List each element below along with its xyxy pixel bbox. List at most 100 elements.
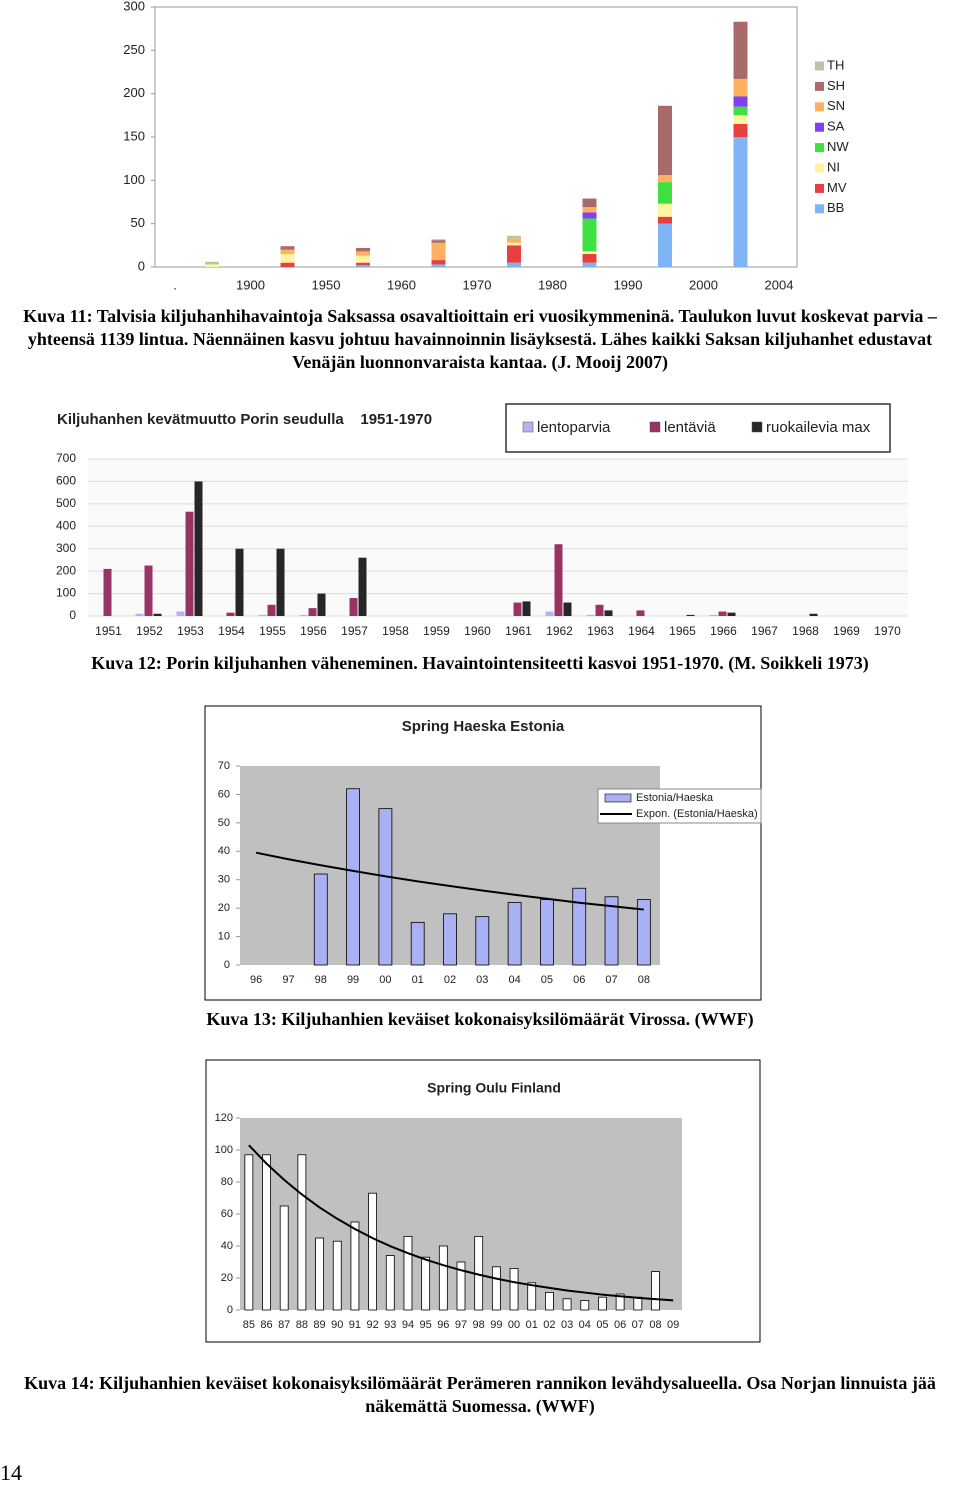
- x-tick-label: 1966: [710, 624, 737, 638]
- x-tick-label: 07: [605, 974, 617, 986]
- x-tick-label: 00: [379, 974, 391, 986]
- legend-swatch: [815, 143, 824, 153]
- bar: [410, 921, 425, 966]
- plot-area: [88, 459, 908, 616]
- y-tick-label: 250: [123, 42, 145, 57]
- bar-segment: [507, 235, 521, 239]
- bar: [332, 1240, 342, 1311]
- bar-segment: [658, 182, 672, 204]
- legend-swatch: [815, 122, 824, 132]
- y-tick-label: 70: [218, 760, 230, 772]
- caption: Kuva 13: Kiljuhanhien keväiset kokonaisy…: [206, 1009, 754, 1029]
- bar-segment: [280, 249, 295, 254]
- x-tick-label: 07: [632, 1319, 644, 1331]
- bar: [349, 598, 358, 616]
- bar-segment: [431, 264, 446, 267]
- bar-segment: [356, 255, 370, 263]
- bar: [686, 614, 695, 616]
- y-tick-label: 100: [56, 586, 76, 600]
- legend-swatch: [522, 421, 534, 433]
- legend-label: Estonia/Haeska: [636, 792, 714, 804]
- bar-segment: [733, 115, 748, 124]
- bar: [262, 1154, 271, 1311]
- x-tick-label: 1952: [136, 624, 163, 638]
- y-tick-label: 100: [215, 1144, 233, 1156]
- bar-segment: [658, 223, 672, 267]
- bar: [299, 614, 308, 616]
- x-tick-label: 05: [596, 1319, 608, 1331]
- bar: [709, 614, 718, 616]
- x-tick-label: 94: [402, 1319, 414, 1331]
- x-tick-label: 00: [508, 1319, 520, 1331]
- bar: [513, 602, 522, 616]
- x-tick-label: 06: [614, 1319, 626, 1331]
- bar: [443, 913, 457, 966]
- legend-label: lentoparvia: [537, 419, 611, 436]
- chart-title: Spring Haeska Estonia: [402, 718, 565, 735]
- legend-swatch: [649, 421, 661, 433]
- bar: [403, 1236, 413, 1311]
- bar: [153, 613, 162, 616]
- legend-label: Expon. (Estonia/Haeska): [636, 808, 758, 820]
- x-tick-label: 1962: [546, 624, 573, 638]
- y-tick-label: 50: [218, 817, 230, 829]
- bar: [438, 1245, 448, 1311]
- x-tick-label: 02: [543, 1319, 555, 1331]
- bar-segment: [280, 246, 295, 250]
- bar: [368, 1192, 378, 1311]
- y-tick-label: 600: [56, 474, 76, 488]
- bar: [313, 873, 328, 966]
- x-tick-label: 03: [561, 1319, 573, 1331]
- x-tick-label: 08: [638, 974, 650, 986]
- bar: [595, 604, 604, 616]
- x-tick-label: 1953: [177, 624, 204, 638]
- x-tick-label: 92: [366, 1319, 378, 1331]
- x-tick-label: 1970: [463, 277, 492, 292]
- bar-segment: [582, 198, 597, 208]
- bar: [308, 608, 317, 616]
- x-tick-label: 03: [476, 974, 488, 986]
- bar-segment: [356, 247, 370, 252]
- bar: [144, 565, 153, 616]
- bar: [598, 1296, 607, 1311]
- x-tick-label: 2000: [689, 277, 718, 292]
- bar: [456, 1261, 466, 1311]
- trend-line: [248, 1144, 674, 1302]
- x-tick-label: 1960: [464, 624, 491, 638]
- x-tick-label: 02: [444, 974, 456, 986]
- bar-segment: [582, 207, 597, 213]
- bar: [235, 548, 244, 616]
- chart-title: Kiljuhanhen kevätmuutto Porin seudulla 1…: [57, 411, 432, 428]
- y-tick-label: 200: [56, 563, 76, 577]
- bar-segment: [733, 21, 748, 79]
- bar: [315, 1237, 324, 1311]
- x-tick-label: 06: [573, 974, 585, 986]
- bar: [572, 887, 587, 966]
- bar-segment: [733, 96, 748, 107]
- caption: Kuva 14: Kiljuhanhien keväiset kokonaisy…: [24, 1373, 936, 1416]
- legend-box: [505, 403, 891, 453]
- bar-segment: [205, 261, 219, 265]
- bar-segment: [733, 78, 748, 97]
- x-tick-label: .: [173, 277, 177, 292]
- bar-segment: [733, 124, 748, 137]
- legend-swatch: [604, 793, 632, 803]
- x-tick-label: 1970: [874, 624, 901, 638]
- bar: [276, 548, 285, 616]
- x-tick-label: 1951: [95, 624, 122, 638]
- y-tick-label: 300: [56, 541, 76, 555]
- x-tick-label: 1969: [833, 624, 860, 638]
- x-tick-label: 98: [315, 974, 327, 986]
- legend-label: SH: [827, 78, 845, 93]
- y-tick-label: 10: [218, 930, 230, 942]
- bar-segment: [582, 218, 597, 252]
- bar-segment: [356, 262, 370, 266]
- bar: [507, 902, 522, 966]
- bar-segment: [431, 239, 446, 241]
- page-number: 14: [0, 1460, 22, 1485]
- y-tick-label: 500: [56, 496, 76, 510]
- y-tick-label: 150: [123, 128, 145, 143]
- bar: [267, 604, 276, 616]
- legend-label: BB: [827, 200, 844, 215]
- bar: [562, 1298, 572, 1311]
